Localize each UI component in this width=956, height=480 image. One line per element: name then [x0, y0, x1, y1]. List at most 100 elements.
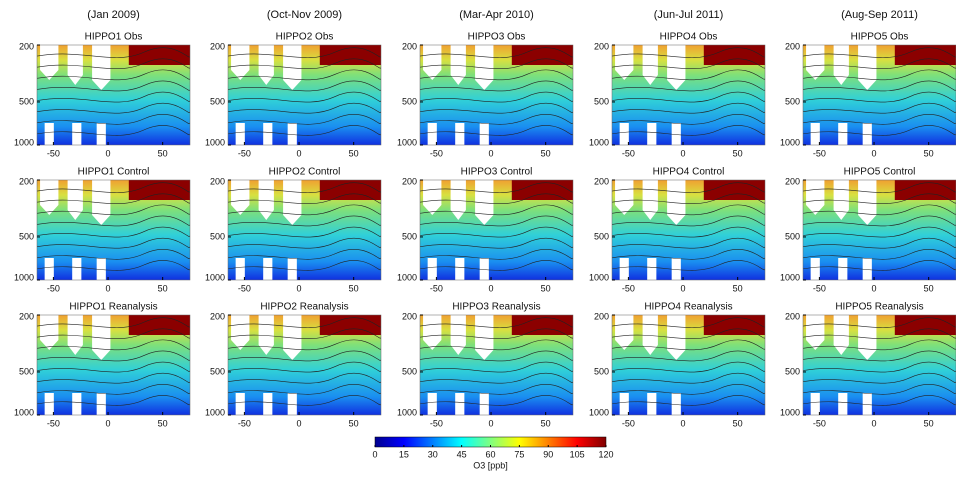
- contour-line: [228, 80, 381, 92]
- contour-line: [37, 91, 190, 103]
- contour-line: [803, 58, 956, 70]
- gap: [806, 315, 825, 350]
- contour-line: [37, 237, 190, 249]
- contour-line: [37, 361, 190, 373]
- gap: [40, 180, 59, 215]
- y-tick-label: 500: [785, 231, 800, 241]
- x-tick-label: 0: [106, 148, 111, 158]
- gap: [423, 180, 442, 215]
- contour-line: [803, 249, 956, 260]
- gap: [40, 45, 59, 80]
- axes-frame: [36, 179, 191, 281]
- contour-line: [228, 193, 381, 205]
- contour-line: [612, 125, 765, 136]
- contour-line: [37, 215, 190, 227]
- x-tick-label: 50: [158, 283, 168, 293]
- panel-title: HIPPO3 Reanalysis: [452, 302, 540, 313]
- stratosphere: [319, 180, 381, 200]
- colorbar-tick-label: 90: [543, 449, 553, 459]
- contour-line: [803, 215, 956, 227]
- contour-line: [612, 80, 765, 92]
- contour-line: [420, 102, 573, 114]
- gap: [263, 258, 273, 280]
- gap: [231, 315, 250, 350]
- contour-line: [228, 102, 381, 114]
- gap: [287, 123, 297, 145]
- colorbar-tick-label: 0: [372, 449, 377, 459]
- y-tick-label: 500: [210, 366, 225, 376]
- gap: [427, 123, 437, 145]
- contour-line: [612, 395, 765, 406]
- contour-line: [803, 226, 956, 238]
- contour-line: [228, 372, 381, 384]
- y-tick-label: 200: [19, 41, 34, 51]
- panel-title: HIPPO4 Reanalysis: [644, 302, 732, 313]
- stratosphere: [128, 315, 190, 335]
- gap: [810, 393, 820, 415]
- y-tick-label: 200: [19, 311, 34, 321]
- y-tick-label: 1000: [589, 407, 609, 417]
- axes-frame: [36, 44, 191, 146]
- y-tick-label: 200: [402, 311, 417, 321]
- panel-title: HIPPO3 Control: [461, 167, 533, 178]
- x-tick-label: -50: [813, 418, 826, 428]
- colorbar-tick-label: 15: [399, 449, 409, 459]
- y-tick-label: 500: [594, 366, 609, 376]
- gap: [263, 393, 273, 415]
- gap: [72, 258, 82, 280]
- contour-line: [612, 47, 765, 58]
- contour-line: [228, 350, 381, 362]
- gap: [427, 258, 437, 280]
- field: [803, 315, 956, 415]
- contour-line: [612, 91, 765, 103]
- contour-line: [803, 237, 956, 249]
- y-tick-label: 200: [402, 176, 417, 186]
- y-tick-label: 1000: [14, 137, 34, 147]
- contour-line: [803, 91, 956, 103]
- colorbar-tick-label: 120: [598, 449, 613, 459]
- gap: [72, 123, 82, 145]
- x-tick-label: 50: [733, 418, 743, 428]
- contour-line: [37, 328, 190, 340]
- stratosphere: [128, 45, 190, 65]
- gap: [862, 393, 872, 415]
- gap: [671, 393, 681, 415]
- field: [228, 45, 381, 145]
- x-tick-label: 50: [733, 283, 743, 293]
- y-tick-label: 1000: [397, 137, 417, 147]
- gap: [619, 393, 629, 415]
- contour-line: [803, 69, 956, 81]
- y-tick-label: 1000: [205, 137, 225, 147]
- gap: [40, 315, 59, 350]
- contour-line: [420, 204, 573, 216]
- contour-line: [420, 114, 573, 125]
- contour-line: [612, 58, 765, 70]
- contour-line: [37, 384, 190, 395]
- contour-line: [228, 91, 381, 103]
- gap: [455, 393, 465, 415]
- x-tick-label: 0: [872, 418, 877, 428]
- field: [37, 45, 190, 145]
- stratosphere: [319, 315, 381, 335]
- gap: [619, 258, 629, 280]
- x-tick-label: 50: [924, 283, 934, 293]
- x-tick-label: 0: [681, 418, 686, 428]
- column-title: (Mar-Apr 2010): [459, 9, 534, 21]
- contour-line: [612, 215, 765, 227]
- y-tick-label: 200: [210, 41, 225, 51]
- contour-line: [420, 317, 573, 328]
- gap: [231, 45, 250, 80]
- gap: [810, 123, 820, 145]
- contour-line: [228, 204, 381, 216]
- contour-line: [420, 69, 573, 81]
- contour-line: [228, 125, 381, 136]
- contour-line: [420, 350, 573, 362]
- field: [37, 315, 190, 415]
- contour-line: [612, 372, 765, 384]
- contour-line: [228, 215, 381, 227]
- gap: [619, 123, 629, 145]
- panel-title: HIPPO2 Reanalysis: [260, 302, 348, 313]
- column-title: (Jun-Jul 2011): [654, 9, 724, 21]
- contour-line: [37, 350, 190, 362]
- colorbar-label: O3 [ppb]: [473, 460, 508, 470]
